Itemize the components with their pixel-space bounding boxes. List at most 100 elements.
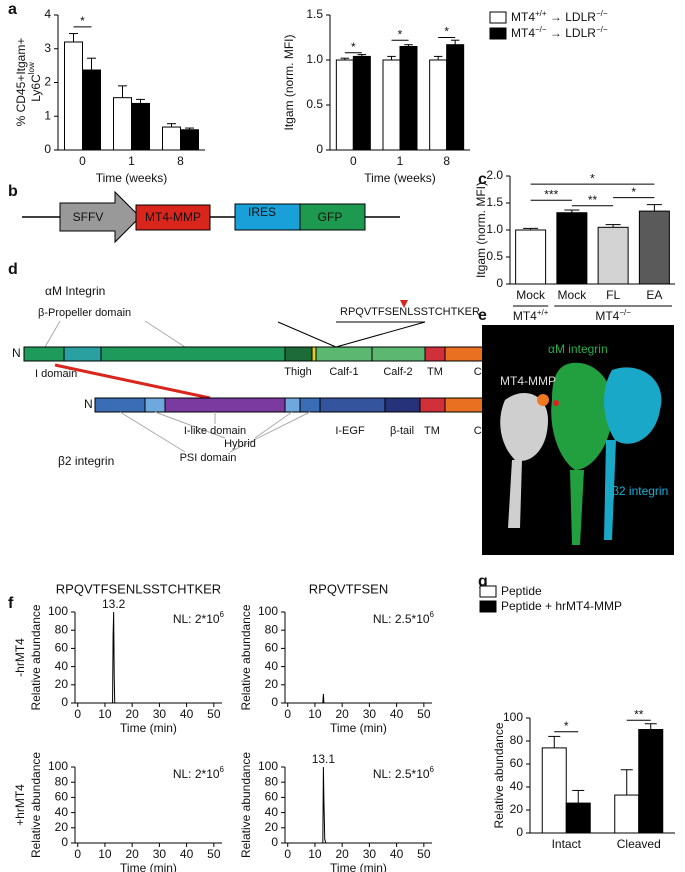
x-tick-label: 1 — [128, 154, 135, 168]
y-tick-label: 1.5 — [306, 7, 323, 21]
bar — [335, 59, 354, 151]
y-tick-label: 0 — [61, 695, 68, 709]
x-tick-label: 40 — [390, 847, 404, 861]
normalization-level: NL: 2*106 — [173, 610, 225, 626]
domain — [63, 346, 102, 362]
domain-label: Calf-1 — [329, 366, 358, 378]
y-tick-label: 0 — [271, 695, 278, 709]
x-tick-label: 10 — [98, 707, 112, 721]
leader — [229, 411, 311, 453]
y-tick-label: 40 — [55, 659, 69, 673]
y-tick-label: 100 — [48, 604, 68, 618]
y-tick-label: 40 — [55, 805, 69, 819]
bar — [82, 69, 101, 151]
significance-label: * — [631, 185, 636, 199]
bar — [638, 210, 670, 285]
bar — [429, 59, 448, 151]
structure-label: β2 integrin — [612, 484, 668, 498]
superscript: +/+ — [535, 9, 547, 18]
significance-label: * — [444, 25, 449, 39]
nl-text: NL: 2*10 — [173, 612, 220, 626]
x-tick-label: 50 — [417, 847, 431, 861]
domain-label: I-like domain — [184, 425, 246, 437]
significance-label: * — [80, 14, 85, 28]
panel-letter: g — [478, 573, 488, 590]
y-tick-label: 20 — [265, 820, 279, 834]
y-tick-label: 80 — [265, 622, 279, 636]
domain — [144, 397, 166, 413]
significance-label: ** — [588, 193, 598, 207]
y-axis-label: % CD45+Itgam+ — [14, 38, 28, 127]
y-tick-label: 100 — [48, 759, 68, 773]
domain-label: TM — [427, 366, 443, 378]
text-part: MT4 — [595, 309, 619, 323]
legend-swatch — [489, 27, 507, 40]
x-tick-label: 30 — [363, 847, 377, 861]
x-axis-label: Time (min) — [330, 721, 387, 735]
leader — [254, 411, 293, 439]
group-label: MT4−/− — [595, 308, 631, 323]
significance-label: * — [590, 171, 595, 185]
legend-label: Peptide + hrMT4-MMP — [501, 599, 622, 613]
y-tick-label: 60 — [265, 790, 279, 804]
leader — [119, 411, 186, 453]
y-tick-label: 60 — [55, 790, 69, 804]
domain-label: I domain — [35, 368, 77, 380]
x-tick-label: 0 — [79, 154, 86, 168]
domain-label: β-tail — [390, 425, 414, 437]
panel-letter: e — [478, 307, 487, 324]
domain — [311, 346, 317, 362]
superscript: −/− — [596, 25, 608, 34]
domain — [371, 346, 426, 362]
significance-label: ** — [634, 707, 644, 721]
element-label: IRES — [248, 205, 276, 219]
panel-letter: d — [8, 261, 18, 278]
group-label: MT4+/+ — [513, 308, 549, 323]
y-axis-label: Relative abundance — [29, 604, 43, 710]
chromatogram-line — [287, 766, 430, 844]
nl-text: NL: 2*10 — [173, 767, 220, 781]
y-tick-label: 2 — [44, 75, 51, 89]
leader — [144, 320, 186, 348]
y-label-sup: low — [27, 62, 36, 74]
bar — [399, 46, 418, 151]
legend-swatch — [479, 600, 497, 613]
y-tick-label: 0 — [61, 835, 68, 849]
alpha-title: αM Integrin — [45, 284, 105, 298]
y-tick-label: 20 — [55, 820, 69, 834]
bar — [614, 794, 640, 834]
leader — [44, 320, 61, 348]
contact-site — [553, 400, 559, 406]
y-tick-label: 0 — [516, 825, 523, 839]
domain — [100, 346, 286, 362]
panel-letter: c — [478, 171, 487, 188]
x-axis-label: Time (weeks) — [364, 171, 436, 185]
nl-exponent: 6 — [430, 765, 435, 774]
domain — [384, 397, 421, 413]
domain-label: Thigh — [284, 366, 312, 378]
contact-site — [537, 394, 549, 406]
legend-label: MT4+/+ → LDLR−/− — [511, 9, 608, 24]
integrin-diagram: αM Integrin β-Propeller domain RPQVTFSEN… — [12, 284, 539, 468]
element-label: MT4-MMP — [145, 210, 201, 224]
x-tick-label: 1 — [397, 154, 404, 168]
legend-label: Peptide — [501, 584, 542, 598]
bar — [446, 44, 465, 151]
chromatogram-line — [77, 611, 220, 704]
peak-label: 13.1 — [312, 752, 336, 766]
y-tick-label: 0 — [316, 142, 323, 156]
beta-title: β2 integrin — [58, 454, 114, 468]
y-label-line: % CD45+Itgam+ — [14, 38, 28, 127]
y-axis-label: Itgam (norm. MFI) — [474, 182, 488, 278]
row-label: -hrMT4 — [13, 638, 27, 677]
bar — [597, 226, 629, 285]
x-tick-label: 20 — [125, 707, 139, 721]
text-part: Peptide + hrMT4-MMP — [501, 599, 622, 613]
bar — [131, 102, 150, 151]
x-axis-label: Time (min) — [120, 721, 177, 735]
y-axis-label: Relative abundance — [29, 752, 43, 858]
x-tick-label: 8 — [443, 154, 450, 168]
y-tick-label: 40 — [265, 659, 279, 673]
domain-label: Hybrid — [224, 438, 256, 450]
